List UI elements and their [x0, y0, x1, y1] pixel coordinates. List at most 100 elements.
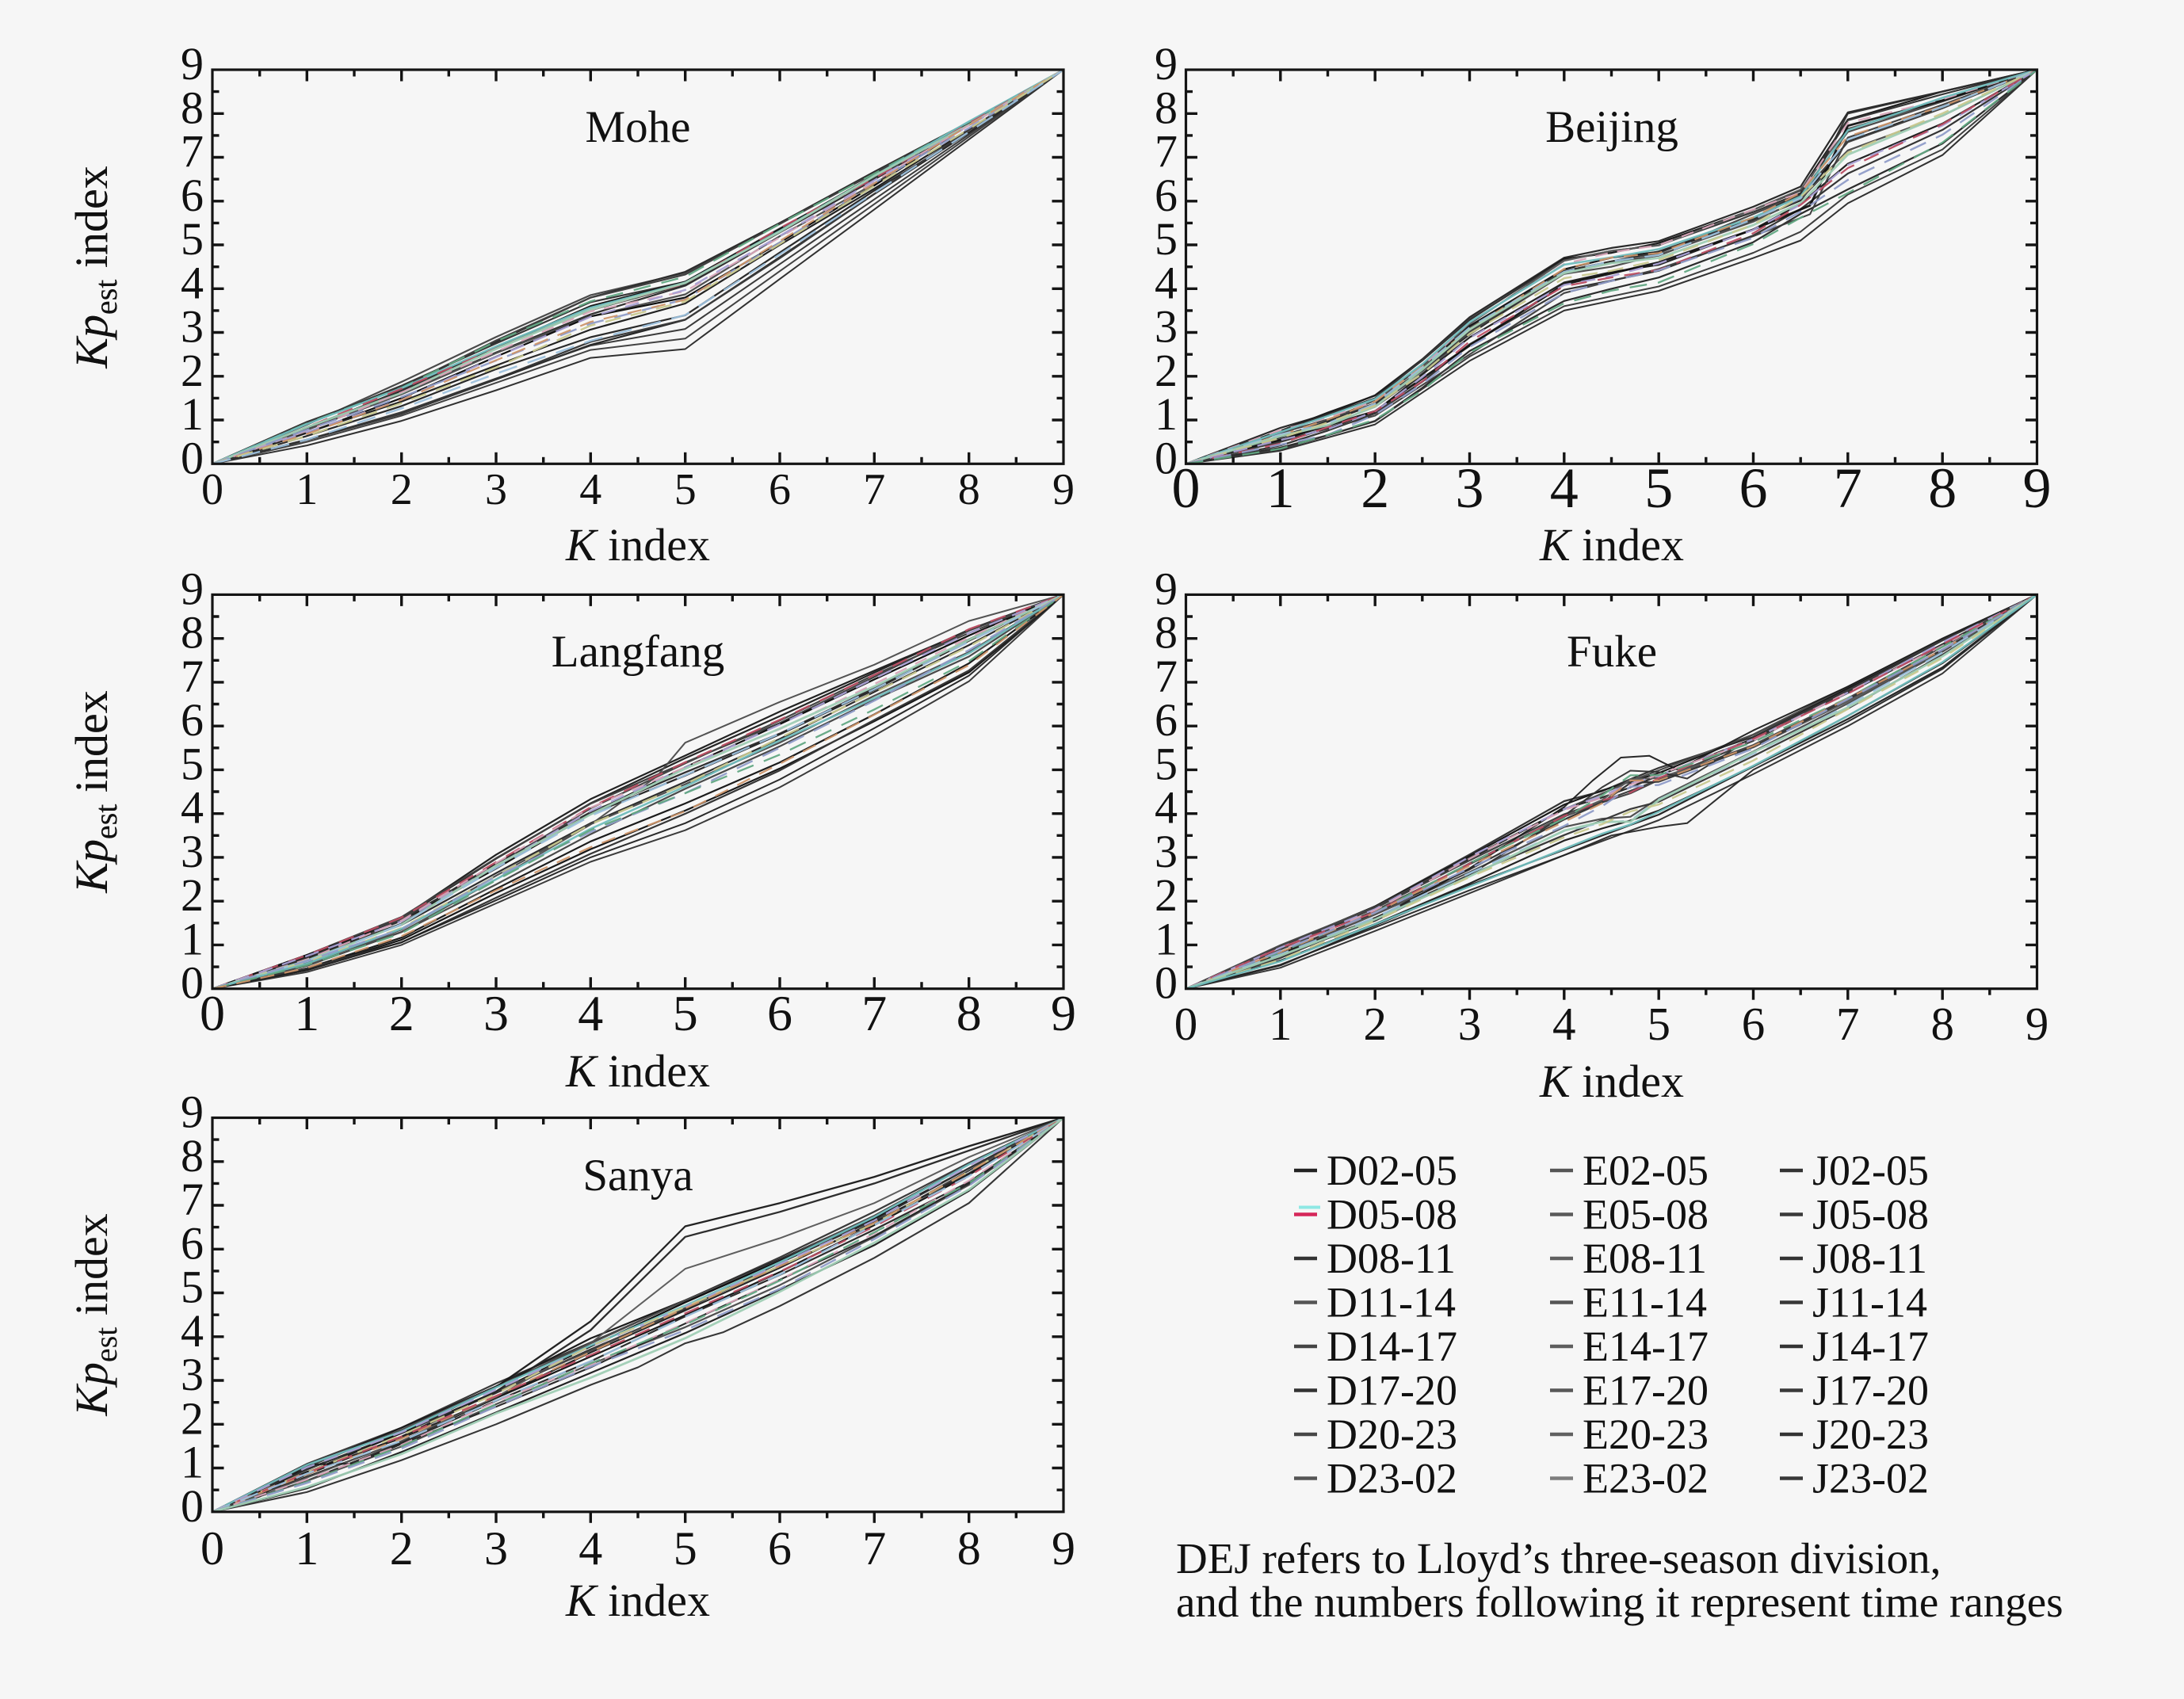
svg-text:2: 2 — [389, 985, 414, 1041]
svg-text:1: 1 — [1269, 998, 1292, 1050]
svg-text:0: 0 — [181, 432, 204, 483]
svg-text:0: 0 — [181, 957, 204, 1009]
svg-text:5: 5 — [1155, 213, 1178, 265]
svg-text:E14-17: E14-17 — [1583, 1323, 1709, 1370]
svg-text:1: 1 — [1155, 913, 1178, 964]
svg-text:6: 6 — [1155, 170, 1178, 221]
svg-text:3: 3 — [1155, 826, 1178, 877]
svg-text:6: 6 — [768, 1522, 792, 1575]
svg-text:0: 0 — [1155, 957, 1178, 1009]
svg-text:D23-02: D23-02 — [1327, 1455, 1457, 1502]
svg-text:4: 4 — [1550, 456, 1579, 520]
svg-text:8: 8 — [181, 1130, 204, 1182]
svg-text:7: 7 — [862, 1522, 886, 1575]
svg-text:2: 2 — [390, 1522, 414, 1575]
svg-text:2: 2 — [181, 869, 204, 921]
svg-text:9: 9 — [2023, 456, 2052, 520]
svg-text:5: 5 — [1647, 998, 1670, 1050]
svg-text:3: 3 — [485, 465, 507, 514]
svg-text:E11-14: E11-14 — [1583, 1279, 1707, 1327]
svg-text:4: 4 — [1155, 257, 1178, 308]
svg-text:7: 7 — [1834, 456, 1862, 520]
svg-text:D08-11: D08-11 — [1327, 1235, 1456, 1282]
svg-text:E20-23: E20-23 — [1583, 1411, 1709, 1458]
svg-text:K index: K index — [565, 519, 710, 571]
svg-text:9: 9 — [2026, 998, 2049, 1050]
svg-text:8: 8 — [956, 985, 982, 1041]
svg-text:8: 8 — [958, 465, 980, 514]
svg-text:J14-17: J14-17 — [1812, 1323, 1929, 1370]
svg-text:6: 6 — [181, 170, 204, 221]
svg-text:5: 5 — [181, 1262, 204, 1313]
svg-text:Kpest index: Kpest index — [66, 690, 124, 893]
svg-text:6: 6 — [1742, 998, 1766, 1050]
svg-text:5: 5 — [181, 738, 204, 789]
svg-text:9: 9 — [181, 38, 204, 90]
svg-text:4: 4 — [1552, 998, 1576, 1050]
svg-text:J11-14: J11-14 — [1812, 1279, 1927, 1327]
svg-text:Kpest index: Kpest index — [66, 690, 124, 893]
svg-text:4: 4 — [578, 1522, 602, 1575]
svg-text:8: 8 — [1155, 607, 1178, 659]
svg-text:Beijing: Beijing — [1545, 102, 1678, 152]
svg-text:DEJ refers to Lloyd’s three-se: DEJ refers to Lloyd’s three-season divis… — [1176, 1534, 1941, 1583]
svg-text:D11-14: D11-14 — [1327, 1279, 1456, 1327]
svg-text:6: 6 — [181, 1217, 204, 1269]
svg-text:1: 1 — [181, 913, 204, 964]
svg-text:2: 2 — [181, 1392, 204, 1444]
svg-text:0: 0 — [1172, 456, 1201, 520]
svg-text:J20-23: J20-23 — [1812, 1411, 1929, 1458]
svg-text:K index: K index — [565, 1045, 710, 1097]
svg-text:Fuke: Fuke — [1567, 627, 1657, 677]
svg-text:J05-08: J05-08 — [1812, 1191, 1929, 1239]
svg-text:0: 0 — [200, 1522, 224, 1575]
svg-text:6: 6 — [767, 985, 792, 1041]
svg-text:4: 4 — [579, 465, 601, 514]
svg-text:9: 9 — [1155, 38, 1178, 90]
svg-text:3: 3 — [181, 1349, 204, 1400]
svg-text:5: 5 — [674, 465, 697, 514]
svg-text:1: 1 — [295, 1522, 319, 1575]
svg-text:J02-05: J02-05 — [1812, 1147, 1929, 1194]
svg-text:D20-23: D20-23 — [1327, 1411, 1457, 1458]
svg-text:8: 8 — [1155, 82, 1178, 133]
svg-text:6: 6 — [181, 694, 204, 746]
svg-text:3: 3 — [1458, 998, 1482, 1050]
svg-text:1: 1 — [294, 985, 319, 1041]
svg-text:7: 7 — [181, 1174, 204, 1225]
svg-text:2: 2 — [1155, 869, 1178, 921]
svg-text:4: 4 — [1155, 782, 1178, 834]
svg-text:5: 5 — [181, 213, 204, 265]
svg-text:2: 2 — [1363, 998, 1387, 1050]
svg-text:0: 0 — [1155, 432, 1178, 483]
svg-text:1: 1 — [181, 388, 204, 440]
svg-text:8: 8 — [181, 607, 204, 659]
svg-text:7: 7 — [861, 985, 887, 1041]
svg-text:9: 9 — [1052, 1522, 1075, 1575]
svg-text:5: 5 — [673, 985, 698, 1041]
svg-text:E05-08: E05-08 — [1583, 1191, 1709, 1239]
svg-text:7: 7 — [1155, 651, 1178, 702]
svg-text:0: 0 — [201, 465, 223, 514]
svg-text:K index: K index — [1539, 519, 1684, 571]
svg-text:7: 7 — [1836, 998, 1860, 1050]
svg-text:0: 0 — [181, 1480, 204, 1532]
svg-text:Mohe: Mohe — [586, 102, 691, 152]
svg-text:3: 3 — [1456, 456, 1484, 520]
svg-text:9: 9 — [181, 1086, 204, 1138]
svg-text:K index: K index — [565, 1575, 710, 1626]
svg-text:1: 1 — [181, 1437, 204, 1488]
svg-text:6: 6 — [1739, 456, 1768, 520]
svg-text:3: 3 — [483, 985, 509, 1041]
svg-text:9: 9 — [1052, 465, 1075, 514]
svg-text:9: 9 — [1155, 563, 1178, 614]
svg-text:2: 2 — [1155, 345, 1178, 396]
svg-text:3: 3 — [484, 1522, 508, 1575]
svg-text:2: 2 — [181, 345, 204, 396]
svg-text:9: 9 — [1051, 985, 1076, 1041]
svg-text:3: 3 — [181, 301, 204, 353]
svg-text:4: 4 — [181, 782, 204, 834]
svg-text:E17-20: E17-20 — [1583, 1367, 1709, 1415]
svg-text:J08-11: J08-11 — [1812, 1235, 1927, 1282]
svg-text:D02-05: D02-05 — [1327, 1147, 1457, 1194]
